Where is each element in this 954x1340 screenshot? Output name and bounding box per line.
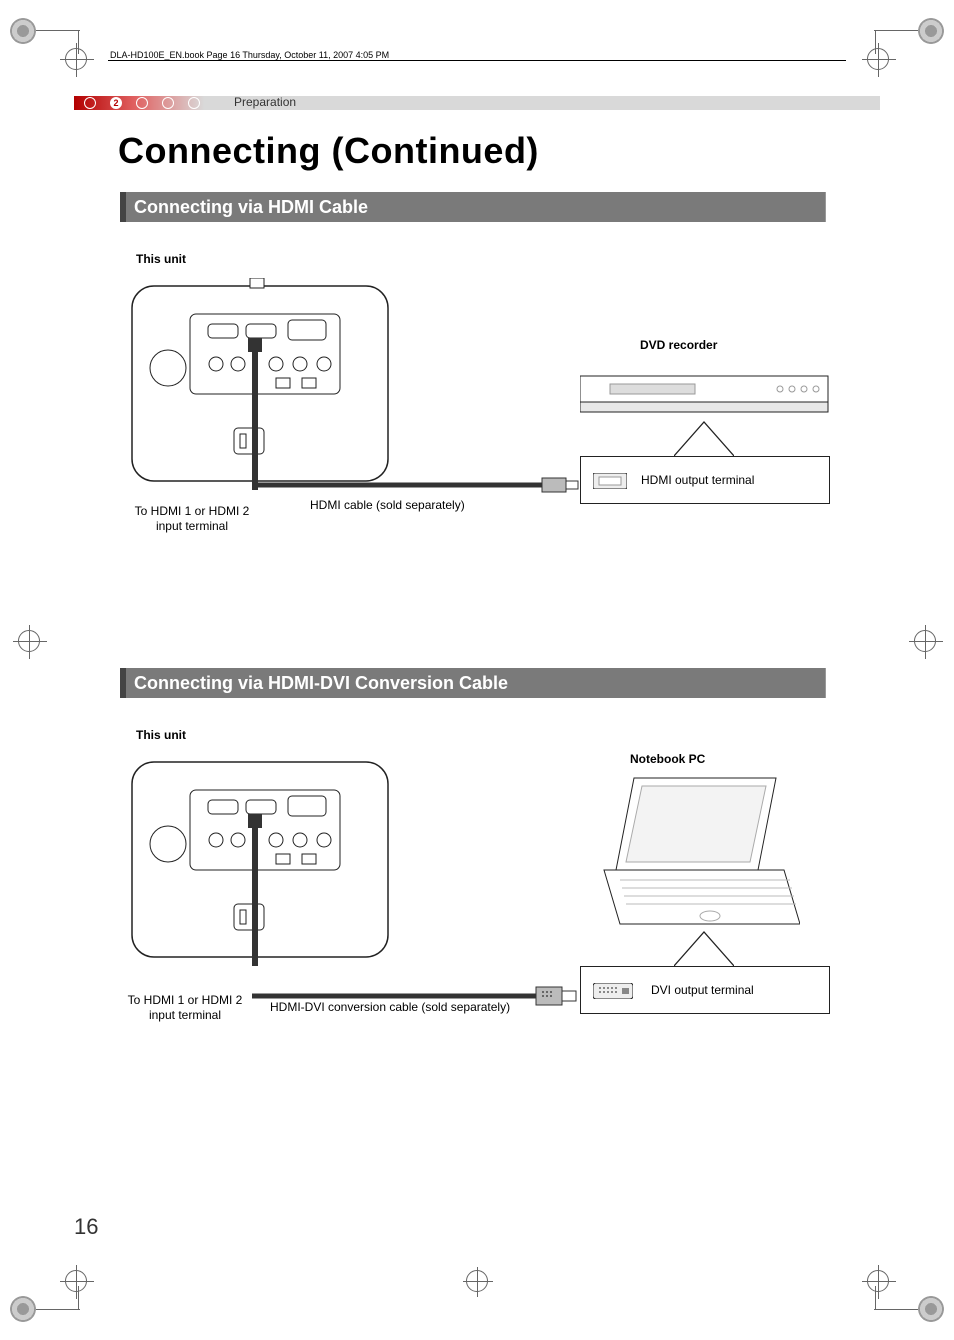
- running-header: DLA-HD100E_EN.book Page 16 Thursday, Oct…: [110, 50, 389, 60]
- notebook-illustration: [600, 774, 800, 934]
- cable-caption-2: HDMI-DVI conversion cable (sold separate…: [270, 1000, 510, 1014]
- trail-dots: 2: [84, 97, 200, 109]
- crosshair-icon: [65, 48, 87, 70]
- dvd-recorder-label: DVD recorder: [640, 338, 717, 352]
- crosshair-icon: [914, 630, 936, 652]
- dvd-recorder-illustration: [580, 370, 830, 420]
- crosshair-icon: [867, 1270, 889, 1292]
- crop-line: [36, 1309, 80, 1310]
- crop-line: [874, 30, 918, 31]
- step-dot: [136, 97, 148, 109]
- header-rule: [108, 60, 846, 61]
- crosshair-icon: [18, 630, 40, 652]
- projector-icon: [130, 278, 390, 498]
- registration-mark-icon: [918, 18, 944, 44]
- projector-icon: [130, 754, 390, 974]
- laptop-icon: [600, 774, 800, 934]
- manual-page: DLA-HD100E_EN.book Page 16 Thursday, Oct…: [0, 0, 954, 1340]
- dvi-port-icon: [593, 983, 633, 999]
- section-heading-hdmi-dvi: Connecting via HDMI-DVI Conversion Cable: [120, 668, 826, 698]
- hdmi-input-caption-a: To HDMI 1 or HDMI 2: [122, 504, 262, 518]
- registration-mark-icon: [918, 1296, 944, 1322]
- crosshair-icon: [867, 48, 889, 70]
- trail-label: Preparation: [234, 95, 296, 109]
- registration-mark-icon: [10, 18, 36, 44]
- step-trail: 2 Preparation: [74, 96, 880, 110]
- dvi-port-label: DVI output terminal: [651, 983, 754, 997]
- hdmi-port-label: HDMI output terminal: [641, 473, 754, 487]
- hdmi-input-caption-2b: input terminal: [110, 1008, 260, 1022]
- page-title: Connecting (Continued): [118, 130, 539, 172]
- hdmi-input-caption-b: input terminal: [122, 519, 262, 533]
- dvi-port-callout: DVI output terminal: [580, 966, 830, 1014]
- hdmi-input-caption-2a: To HDMI 1 or HDMI 2: [110, 993, 260, 1007]
- crosshair-icon: [65, 1270, 87, 1292]
- this-unit-label: This unit: [136, 252, 186, 266]
- crosshair-icon: [466, 1270, 488, 1292]
- crop-line: [36, 30, 80, 31]
- projector-illustration: [130, 278, 390, 488]
- step-dot-active: 2: [110, 97, 122, 109]
- page-number: 16: [74, 1214, 98, 1240]
- callout-arrow-icon: [674, 418, 734, 458]
- callout-arrow-icon: [674, 928, 734, 968]
- notebook-label: Notebook PC: [630, 752, 705, 766]
- dvd-icon: [580, 370, 830, 420]
- step-dot: [84, 97, 96, 109]
- step-dot: [162, 97, 174, 109]
- section-heading-hdmi: Connecting via HDMI Cable: [120, 192, 826, 222]
- step-dot: [188, 97, 200, 109]
- hdmi-cable-icon: [252, 475, 582, 495]
- this-unit-label-2: This unit: [136, 728, 186, 742]
- registration-mark-icon: [10, 1296, 36, 1322]
- hdmi-port-callout: HDMI output terminal: [580, 456, 830, 504]
- hdmi-port-icon: [593, 473, 627, 489]
- cable-caption: HDMI cable (sold separately): [310, 498, 465, 512]
- crop-line: [874, 1309, 918, 1310]
- projector-illustration-2: [130, 754, 390, 964]
